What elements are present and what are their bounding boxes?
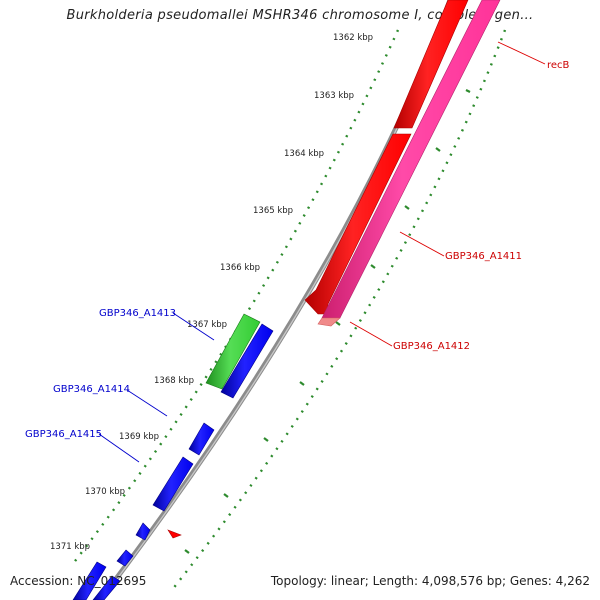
accession-label: Accession: NC_012695 <box>10 574 147 588</box>
gene-blue-5[interactable] <box>116 549 134 567</box>
tick-guide-left <box>71 29 400 566</box>
gene-gbp346-a1411[interactable] <box>304 133 412 315</box>
tick-label-1363: 1363 kbp <box>314 91 354 101</box>
tick-label-1362: 1362 kbp <box>333 33 373 43</box>
gene-blue-6[interactable] <box>72 561 107 600</box>
map-title: Burkholderia pseudomallei MSHR346 chromo… <box>66 8 534 23</box>
gene-gbp346-a1415[interactable] <box>152 456 194 512</box>
gene-recb[interactable] <box>393 0 469 129</box>
topology-summary: Topology: linear; Length: 4,098,576 bp; … <box>270 574 590 588</box>
gene-gbp346-a1414[interactable] <box>188 422 215 456</box>
gene-label-a1411[interactable]: GBP346_A1411 <box>445 251 522 262</box>
tick-label-1371: 1371 kbp <box>50 542 90 552</box>
chromosome-backbone <box>98 0 453 600</box>
tick-label-1370: 1370 kbp <box>85 487 125 497</box>
tick-label-1365: 1365 kbp <box>253 206 293 216</box>
callout-lines <box>98 41 546 463</box>
tick-label-1368: 1368 kbp <box>154 376 194 386</box>
gene-blue-4[interactable] <box>135 522 151 541</box>
tick-label-1369: 1369 kbp <box>119 432 159 442</box>
gene-label-a1412[interactable]: GBP346_A1412 <box>393 341 470 352</box>
tick-label-1366: 1366 kbp <box>220 263 260 273</box>
gene-label-recb[interactable]: recB <box>547 60 570 71</box>
gene-blue-7[interactable] <box>92 575 121 600</box>
major-ticks-right <box>184 89 471 554</box>
gene-label-a1413[interactable]: GBP346_A1413 <box>99 308 176 319</box>
tick-label-1364: 1364 kbp <box>284 149 324 159</box>
gene-label-a1414[interactable]: GBP346_A1414 <box>53 384 130 395</box>
gene-label-a1415[interactable]: GBP346_A1415 <box>25 429 102 440</box>
gene-gbp346-a1413[interactable] <box>205 313 261 390</box>
gene-gbp346-a1412[interactable] <box>317 0 501 327</box>
gene-red-small[interactable] <box>167 529 182 539</box>
chromosome-backbone-highlight <box>100 0 452 600</box>
gene-blue-1[interactable] <box>220 323 274 399</box>
tick-label-1367: 1367 kbp <box>187 320 227 330</box>
